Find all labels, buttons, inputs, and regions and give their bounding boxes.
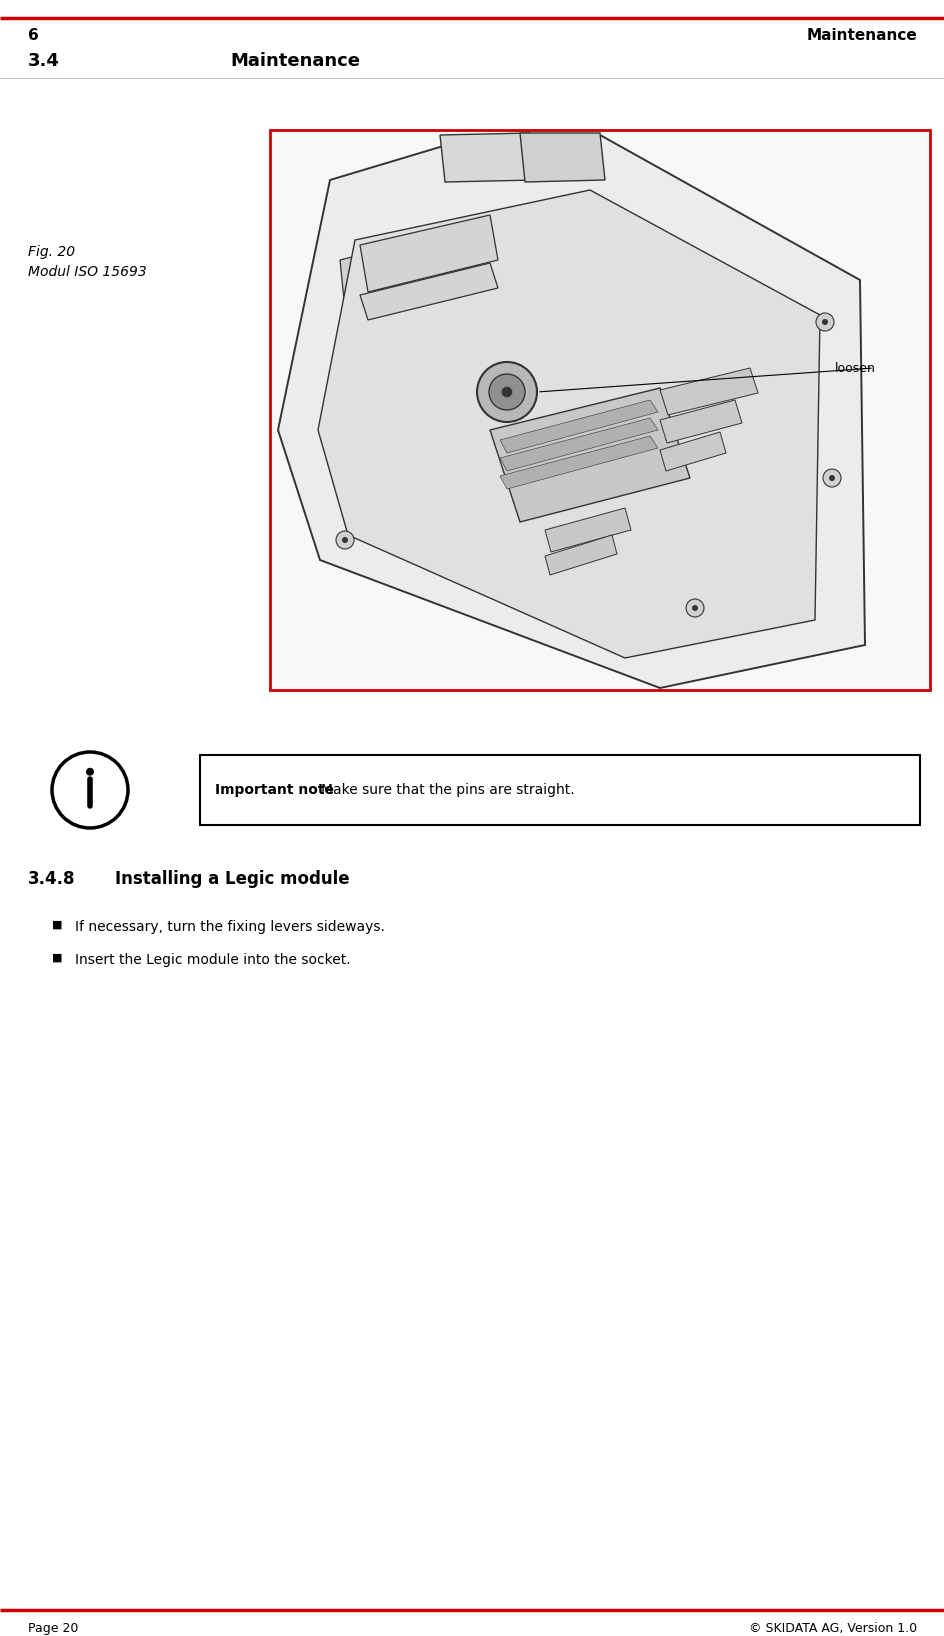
Text: 6: 6	[28, 28, 39, 43]
Polygon shape	[499, 437, 657, 489]
Circle shape	[336, 532, 354, 550]
Circle shape	[828, 474, 834, 481]
Polygon shape	[340, 240, 425, 309]
Polygon shape	[278, 136, 864, 689]
Polygon shape	[490, 388, 689, 522]
Circle shape	[86, 767, 93, 775]
Text: Modul ISO 15693: Modul ISO 15693	[28, 265, 146, 280]
Text: ■: ■	[52, 954, 62, 964]
Circle shape	[815, 312, 834, 330]
Bar	[270, 129, 929, 690]
Polygon shape	[545, 535, 616, 574]
Text: © SKIDATA AG, Version 1.0: © SKIDATA AG, Version 1.0	[748, 1621, 916, 1634]
Text: If necessary, turn the fixing levers sideways.: If necessary, turn the fixing levers sid…	[75, 919, 384, 934]
Circle shape	[488, 375, 525, 411]
Polygon shape	[360, 263, 497, 321]
Polygon shape	[545, 509, 631, 551]
Circle shape	[685, 599, 703, 617]
Circle shape	[342, 537, 347, 543]
Text: loosen: loosen	[834, 362, 875, 375]
Polygon shape	[659, 368, 757, 416]
Polygon shape	[659, 432, 725, 471]
Text: Important note: Important note	[215, 784, 333, 797]
Polygon shape	[360, 214, 497, 291]
Circle shape	[821, 319, 827, 326]
Polygon shape	[519, 133, 604, 182]
Text: 3.4: 3.4	[28, 52, 59, 70]
Text: Fig. 20: Fig. 20	[28, 245, 75, 258]
Circle shape	[822, 470, 840, 488]
Polygon shape	[440, 133, 534, 182]
Polygon shape	[499, 399, 657, 453]
Circle shape	[52, 753, 127, 828]
Text: Maintenance: Maintenance	[229, 52, 360, 70]
Polygon shape	[499, 419, 657, 471]
Circle shape	[501, 388, 512, 398]
Bar	[200, 754, 919, 825]
Polygon shape	[659, 399, 741, 443]
Text: Page 20: Page 20	[28, 1621, 78, 1634]
Text: 3.4.8: 3.4.8	[28, 870, 76, 888]
Text: Maintenance: Maintenance	[805, 28, 916, 43]
Text: ■: ■	[52, 919, 62, 929]
Circle shape	[477, 362, 536, 422]
Circle shape	[691, 605, 698, 610]
Text: : Make sure that the pins are straight.: : Make sure that the pins are straight.	[312, 784, 574, 797]
Text: Installing a Legic module: Installing a Legic module	[115, 870, 349, 888]
Polygon shape	[318, 190, 819, 658]
Text: Insert the Legic module into the socket.: Insert the Legic module into the socket.	[75, 954, 350, 967]
